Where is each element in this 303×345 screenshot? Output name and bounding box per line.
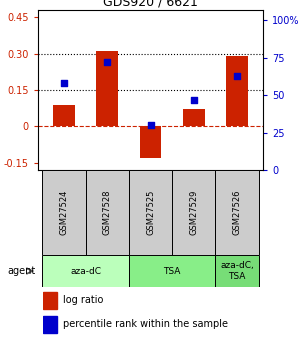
Bar <box>172 170 215 255</box>
Text: GSM27529: GSM27529 <box>189 190 198 235</box>
Bar <box>129 255 215 287</box>
Bar <box>43 292 56 308</box>
Bar <box>42 170 85 255</box>
Text: log ratio: log ratio <box>63 295 104 305</box>
Title: GDS920 / 6621: GDS920 / 6621 <box>103 0 198 9</box>
Point <box>235 73 239 78</box>
Bar <box>129 170 172 255</box>
Point <box>148 122 153 128</box>
Bar <box>140 126 161 158</box>
Bar <box>53 105 75 126</box>
Bar <box>183 109 205 126</box>
Text: GSM27526: GSM27526 <box>232 190 241 235</box>
Bar <box>226 56 248 126</box>
Text: agent: agent <box>8 266 36 276</box>
Text: GSM27524: GSM27524 <box>59 190 68 235</box>
Bar <box>96 51 118 126</box>
Text: percentile rank within the sample: percentile rank within the sample <box>63 319 228 329</box>
Bar <box>215 255 259 287</box>
Point <box>62 80 66 86</box>
Text: aza-dC,
TSA: aza-dC, TSA <box>220 261 254 281</box>
Text: GSM27525: GSM27525 <box>146 190 155 235</box>
Text: TSA: TSA <box>163 266 181 276</box>
Text: GSM27528: GSM27528 <box>103 190 112 235</box>
Bar <box>42 255 129 287</box>
Text: aza-dC: aza-dC <box>70 266 101 276</box>
Point <box>191 97 196 102</box>
Bar <box>215 170 259 255</box>
Bar <box>85 170 129 255</box>
Point <box>105 59 110 65</box>
Bar <box>43 316 56 333</box>
